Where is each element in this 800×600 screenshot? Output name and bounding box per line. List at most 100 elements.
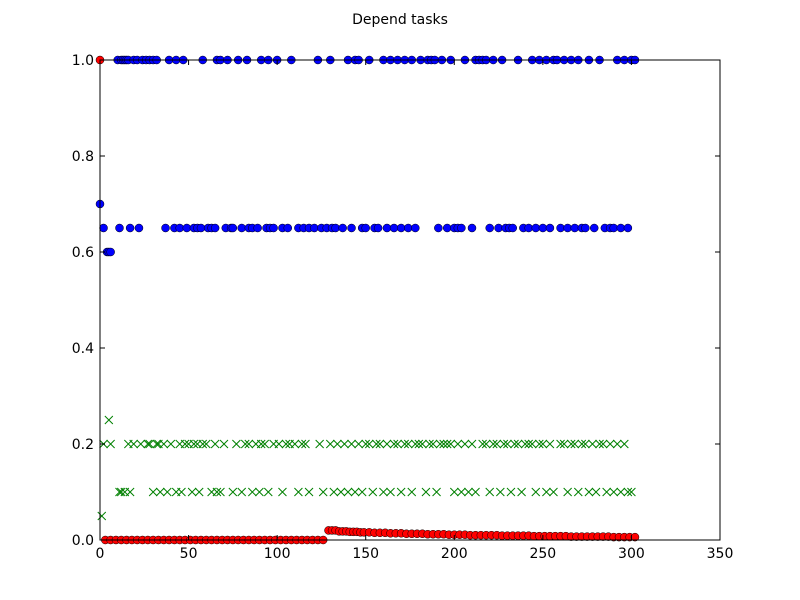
data-point xyxy=(244,439,254,449)
data-point xyxy=(189,439,199,449)
data-point xyxy=(494,223,503,233)
data-point xyxy=(354,439,363,449)
data-point xyxy=(542,487,551,497)
data-point xyxy=(570,223,579,233)
data-point xyxy=(531,487,541,497)
data-point xyxy=(338,223,347,233)
x-tick-label: 250 xyxy=(529,546,556,562)
data-point xyxy=(449,487,459,497)
data-point xyxy=(106,439,115,449)
data-point xyxy=(382,439,392,449)
data-point xyxy=(198,439,208,449)
data-point xyxy=(538,223,548,233)
data-point xyxy=(627,487,636,497)
data-point xyxy=(182,223,192,233)
data-point xyxy=(581,223,590,233)
data-point xyxy=(175,223,184,233)
data-point xyxy=(347,223,356,233)
data-point xyxy=(136,439,146,449)
x-tick-label: 100 xyxy=(264,546,291,562)
data-point xyxy=(301,439,310,449)
data-point xyxy=(591,487,601,497)
data-point xyxy=(196,223,206,233)
data-point xyxy=(373,223,383,233)
data-point xyxy=(481,439,491,449)
data-point xyxy=(294,487,303,497)
data-point xyxy=(237,487,247,497)
data-point xyxy=(116,487,126,497)
data-point xyxy=(517,487,526,497)
data-point xyxy=(410,439,420,449)
data-point xyxy=(340,439,349,449)
axes-frame xyxy=(99,59,721,541)
data-point xyxy=(106,247,115,257)
data-point xyxy=(616,223,626,233)
data-point xyxy=(506,487,516,497)
data-point xyxy=(439,439,449,449)
data-point xyxy=(527,439,537,449)
data-point xyxy=(333,439,342,449)
data-point xyxy=(143,439,153,449)
data-point xyxy=(612,439,622,449)
data-point xyxy=(460,439,470,449)
data-point xyxy=(350,487,360,497)
data-point xyxy=(382,223,392,233)
data-point xyxy=(237,223,246,233)
data-point xyxy=(556,223,565,233)
data-point xyxy=(104,415,114,425)
data-point xyxy=(210,223,220,233)
data-point xyxy=(407,487,417,497)
data-point xyxy=(609,223,618,233)
data-point xyxy=(283,223,293,233)
data-point xyxy=(155,487,165,497)
data-point xyxy=(573,487,583,497)
y-tick-label: 0.0 xyxy=(72,533,94,549)
data-point xyxy=(598,439,608,449)
y-tick-label: 1.0 xyxy=(72,53,94,69)
data-point xyxy=(240,439,250,449)
data-point xyxy=(247,487,257,497)
data-point xyxy=(379,487,388,497)
data-point xyxy=(274,439,284,449)
x-tick-label: 150 xyxy=(352,546,379,562)
data-point xyxy=(152,439,162,449)
data-point xyxy=(304,487,314,497)
data-point xyxy=(566,439,576,449)
data-point xyxy=(364,439,374,449)
y-tick-label: 0.2 xyxy=(72,437,94,453)
data-point xyxy=(485,487,495,497)
plot-marks xyxy=(95,55,720,545)
data-point xyxy=(403,439,413,449)
data-point xyxy=(503,439,512,449)
data-point xyxy=(347,439,356,449)
data-point xyxy=(255,487,264,497)
data-point xyxy=(325,439,335,449)
data-point xyxy=(290,439,300,449)
data-point xyxy=(520,439,530,449)
data-point xyxy=(331,223,340,233)
axes: 0 50 100 150 200 250 300 350 0.0 0.2 0.4 0.6 0.8 1.0 xyxy=(72,53,734,562)
data-point xyxy=(260,439,270,449)
data-point xyxy=(361,223,370,233)
data-point xyxy=(457,487,466,497)
data-point xyxy=(418,439,427,449)
data-point xyxy=(467,439,477,449)
data-point xyxy=(538,439,548,449)
data-point xyxy=(329,487,339,497)
data-point xyxy=(508,223,517,233)
data-point xyxy=(589,223,599,233)
data-point xyxy=(371,439,381,449)
data-point xyxy=(336,487,346,497)
data-point xyxy=(219,439,229,449)
data-point xyxy=(403,223,413,233)
data-point xyxy=(442,439,452,449)
chart-title: Depend tasks xyxy=(352,12,448,28)
data-point xyxy=(485,223,494,233)
data-point xyxy=(492,439,502,449)
data-point xyxy=(396,487,406,497)
data-point xyxy=(343,487,353,497)
data-point xyxy=(315,439,325,449)
data-point xyxy=(545,223,555,233)
data-point xyxy=(581,439,590,449)
